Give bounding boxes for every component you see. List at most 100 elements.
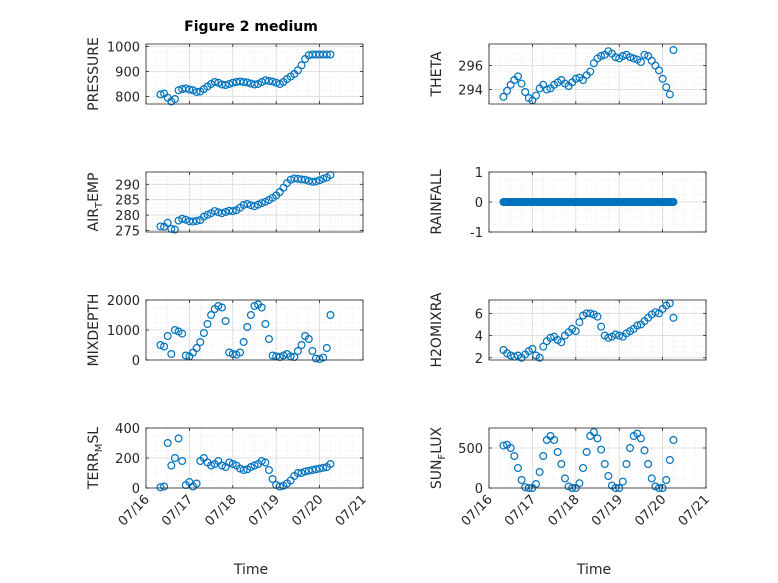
data-point (156, 341, 165, 350)
data-point (319, 463, 328, 472)
y-axis-label: AIRTEMP (86, 173, 105, 232)
data-point (254, 200, 263, 209)
data-point (640, 50, 649, 59)
y-axis-label: RAINFALL (429, 169, 445, 234)
data-point (604, 472, 613, 481)
data-point (315, 464, 324, 473)
data-point (293, 469, 302, 478)
data-point (579, 464, 588, 473)
data-point (250, 202, 259, 211)
data-point (308, 347, 317, 356)
data-point (326, 50, 335, 59)
data-point (261, 458, 270, 467)
data-point (499, 441, 508, 450)
data-point (268, 77, 277, 86)
data-point (156, 483, 165, 492)
data-point (264, 76, 273, 85)
data-point (225, 348, 234, 357)
data-point (513, 72, 522, 81)
y-tick-label: 296 (458, 60, 483, 75)
data-point (315, 176, 324, 185)
y-tick-label: 400 (115, 422, 140, 437)
data-point (521, 87, 530, 96)
data-point (311, 465, 320, 474)
y-tick-label: 280 (115, 209, 140, 224)
data-point (181, 351, 190, 360)
data-point (257, 199, 266, 208)
data-point (308, 177, 317, 186)
data-point (261, 76, 270, 85)
data-point (669, 313, 678, 322)
data-point (586, 67, 595, 76)
data-point (604, 333, 613, 342)
data-point (665, 90, 674, 99)
data-point (593, 434, 602, 443)
data-point (532, 91, 541, 100)
data-point (189, 217, 198, 226)
data-point (597, 445, 606, 454)
data-point (225, 458, 234, 467)
data-point (535, 468, 544, 477)
subplot-theta: 294 296 THETA (429, 43, 707, 105)
y-axis-label: PRESSURE (86, 37, 102, 111)
data-point (542, 85, 551, 94)
data-point (618, 51, 627, 60)
data-point (217, 303, 226, 312)
data-point (322, 50, 331, 59)
data-point (597, 51, 606, 60)
y-axis-label: TERRMSL (86, 427, 105, 490)
data-point (174, 86, 183, 95)
axes-box (145, 171, 364, 233)
data-point (264, 466, 273, 475)
data-point (174, 434, 183, 443)
data-point (564, 482, 573, 491)
data-point (319, 174, 328, 183)
data-point (499, 92, 508, 101)
data-point (510, 452, 519, 461)
y-tick-label: 0 (132, 482, 140, 497)
data-point (297, 341, 306, 350)
data-point (322, 344, 331, 353)
y-axis-label: SUNFLUX (429, 426, 448, 489)
y-tick-label: 1000 (107, 41, 140, 56)
data-point (243, 78, 252, 87)
y-tick-label: 1 (475, 166, 483, 181)
data-point (160, 482, 169, 491)
data-point (517, 476, 526, 485)
subplot-pressure: 800 900 1000 PRESSURE (86, 37, 364, 111)
data-point (503, 86, 512, 95)
y-tick-label: 275 (115, 224, 140, 239)
data-point (192, 87, 201, 96)
y-tick-label: 0 (475, 196, 483, 211)
data-point (304, 335, 313, 344)
y-tick-label: 1000 (107, 324, 140, 339)
x-axis-label-left: Time (233, 562, 268, 578)
data-point (297, 61, 306, 70)
data-point (163, 218, 172, 227)
data-point (600, 460, 609, 469)
y-tick-label: 294 (458, 84, 483, 99)
data-point (178, 457, 187, 466)
data-point (225, 79, 234, 88)
data-point (203, 320, 212, 329)
data-point (636, 434, 645, 443)
subplot-h2omixra: 2 4 6 H2OMIXRA (429, 292, 707, 368)
data-point (611, 53, 620, 62)
data-point (326, 460, 335, 469)
data-point (160, 342, 169, 351)
data-point (246, 463, 255, 472)
y-tick-label: 900 (115, 66, 140, 81)
data-point (615, 331, 624, 340)
data-point (170, 326, 179, 335)
data-point (539, 342, 548, 351)
data-point (207, 311, 216, 320)
data-point (640, 446, 649, 455)
data-point (261, 320, 270, 329)
y-tick-label: 0 (475, 482, 483, 497)
data-point (236, 348, 245, 357)
data-point (221, 80, 230, 89)
data-point (658, 74, 667, 83)
data-point (217, 461, 226, 470)
data-point (546, 333, 555, 342)
